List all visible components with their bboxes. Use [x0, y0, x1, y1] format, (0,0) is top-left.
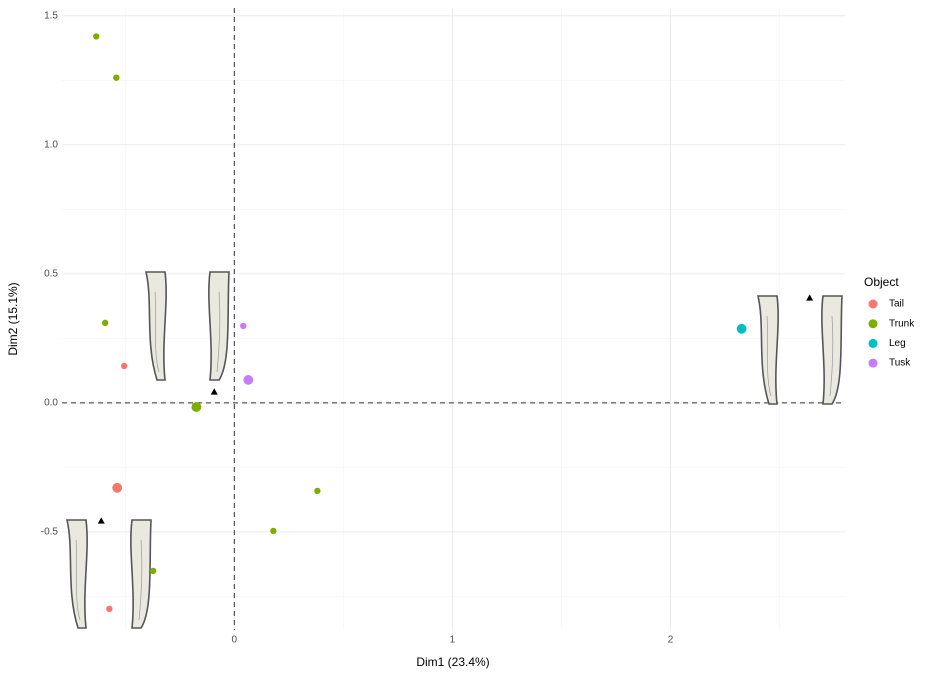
- point: [101, 319, 109, 327]
- legend-label: Tail: [889, 299, 904, 310]
- y-tick-label: 1.0: [44, 139, 58, 150]
- legend-label: Trunk: [889, 318, 915, 329]
- triangle-point: [210, 388, 218, 395]
- triangle-point: [806, 294, 814, 301]
- point: [243, 375, 254, 385]
- legend-label: Leg: [889, 338, 906, 349]
- point: [120, 362, 128, 370]
- y-tick-label: -0.5: [41, 527, 59, 538]
- point: [736, 323, 747, 334]
- y-tick-label: 0.0: [44, 398, 58, 409]
- point: [112, 482, 123, 493]
- x-tick-label: 1: [450, 635, 456, 646]
- x-tick-label: 2: [668, 635, 674, 646]
- legend-title: Object: [864, 275, 899, 289]
- legend-swatch: [868, 338, 878, 348]
- legend-swatch: [868, 299, 878, 309]
- x-tick-label: 0: [232, 635, 238, 646]
- point: [113, 74, 120, 81]
- point: [93, 33, 100, 40]
- legend-label: Tusk: [889, 358, 911, 369]
- y-tick-label: 1.5: [44, 10, 58, 21]
- grid: 0 1 2 -0.5 0.0 0.5 1.0 1.5: [41, 8, 845, 646]
- point: [106, 605, 113, 613]
- point: [191, 402, 202, 412]
- legend: Tail Trunk Leg Tusk: [868, 299, 915, 369]
- y-tick-label: 0.5: [44, 268, 58, 279]
- point: [149, 567, 157, 575]
- x-axis-title: Dim1 (23.4%): [416, 655, 489, 669]
- triangle-point: [97, 517, 105, 524]
- marks: [93, 33, 814, 613]
- y-axis-title: Dim2 (15.1%): [6, 282, 20, 355]
- point: [270, 527, 277, 535]
- tooth-icons: [66, 271, 843, 629]
- legend-swatch: [868, 319, 878, 329]
- point: [314, 487, 321, 495]
- legend-swatch: [868, 358, 878, 368]
- point: [240, 322, 247, 330]
